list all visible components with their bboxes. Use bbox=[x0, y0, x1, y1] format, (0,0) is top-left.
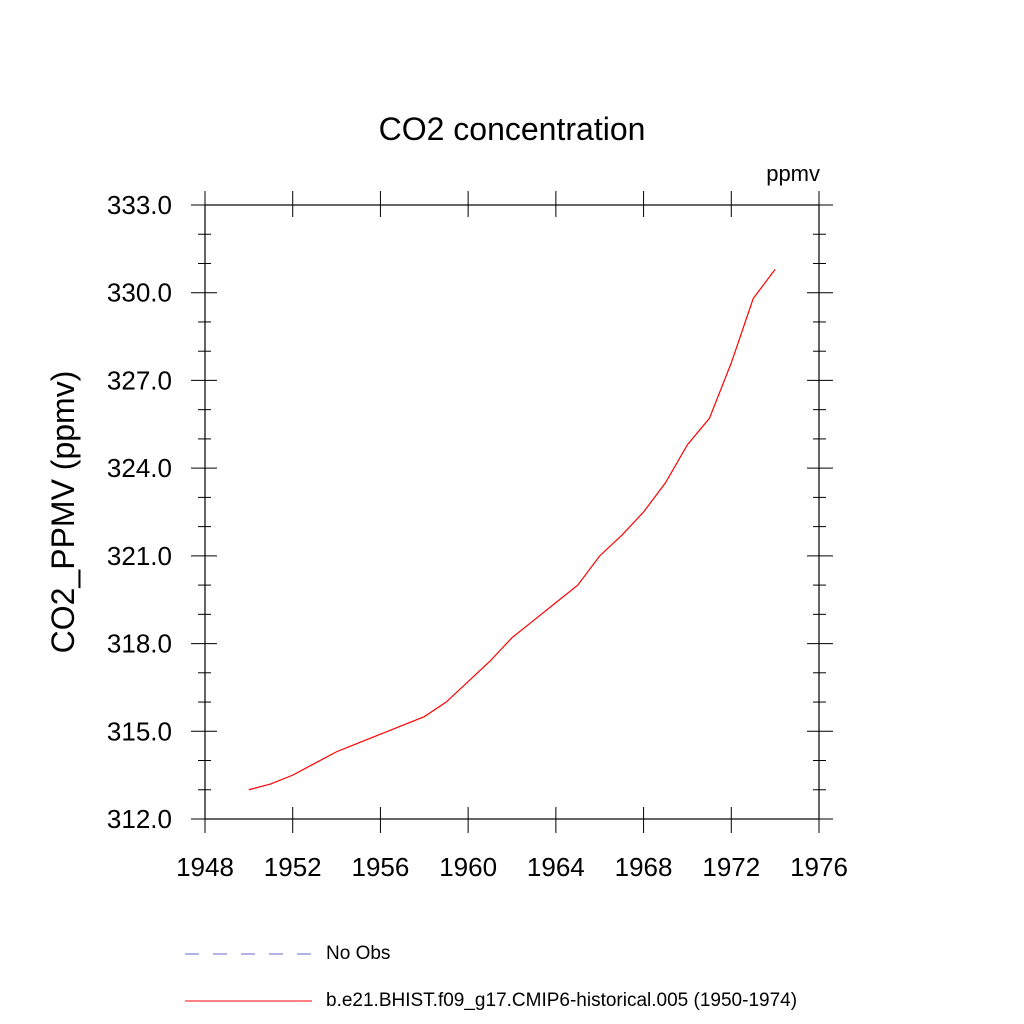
legend: No Obs b.e21.BHIST.f09_g17.CMIP6-histori… bbox=[185, 943, 797, 1011]
plot-frame bbox=[204, 204, 820, 820]
y-tick-label: 312.0 bbox=[107, 804, 172, 834]
units-label: ppmv bbox=[766, 161, 820, 186]
y-tick-label: 321.0 bbox=[107, 541, 172, 571]
series-line-1 bbox=[248, 268, 776, 791]
x-tick-label: 1976 bbox=[790, 852, 848, 882]
axis-ticks bbox=[191, 191, 833, 833]
axis-tick-labels: 1948 1952 1956 1960 1964 1968 1972 1976 312.0 315… bbox=[107, 190, 848, 882]
y-tick-label: 315.0 bbox=[107, 716, 172, 746]
y-tick-label: 324.0 bbox=[107, 453, 172, 483]
data-series bbox=[248, 268, 776, 791]
x-tick-label: 1948 bbox=[176, 852, 234, 882]
x-tick-label: 1968 bbox=[615, 852, 673, 882]
y-tick-label: 333.0 bbox=[107, 190, 172, 220]
x-tick-label: 1952 bbox=[264, 852, 322, 882]
legend-label-no-obs: No Obs bbox=[326, 943, 390, 964]
y-tick-label: 318.0 bbox=[107, 629, 172, 659]
chart-title: CO2 concentration bbox=[379, 111, 646, 147]
y-axis-label: CO2_PPMV (ppmv) bbox=[45, 371, 81, 654]
legend-label-historical: b.e21.BHIST.f09_g17.CMIP6-historical.005… bbox=[326, 990, 797, 1011]
x-tick-label: 1964 bbox=[527, 852, 585, 882]
x-tick-label: 1960 bbox=[439, 852, 497, 882]
x-tick-label: 1972 bbox=[702, 852, 760, 882]
y-tick-label: 327.0 bbox=[107, 365, 172, 395]
x-tick-label: 1956 bbox=[352, 852, 410, 882]
y-tick-label: 330.0 bbox=[107, 278, 172, 308]
